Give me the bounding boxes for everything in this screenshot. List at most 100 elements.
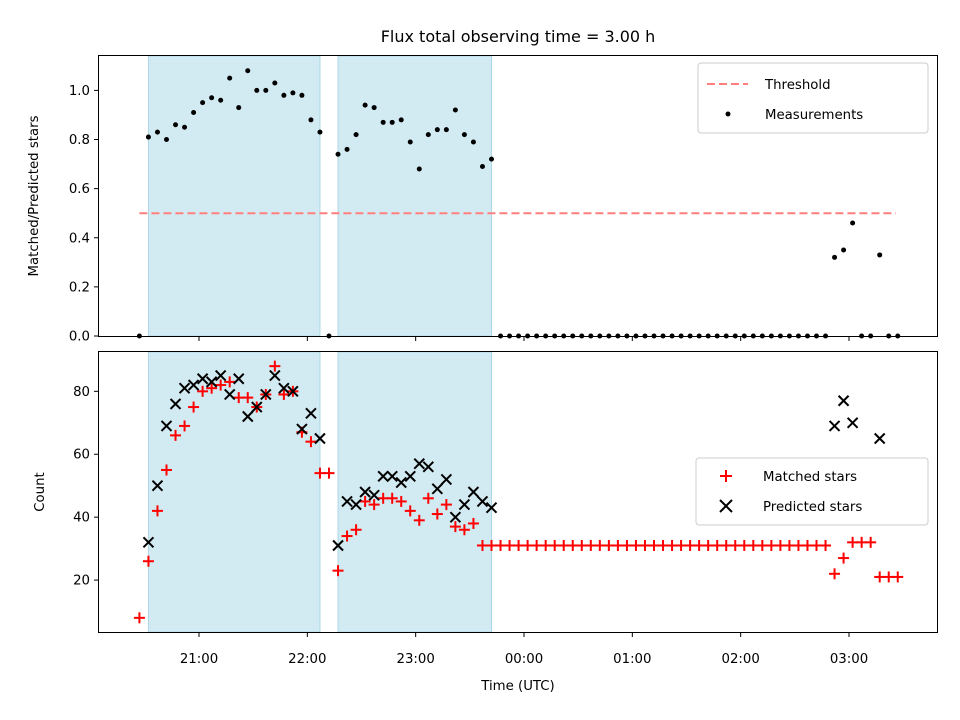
- y-tick-label: 0.8: [69, 133, 90, 148]
- matched-point: [422, 492, 434, 504]
- x-tick-label: 21:00: [180, 652, 218, 667]
- y-tick-label: 0.0: [69, 330, 90, 345]
- y-tick-label: 1.0: [69, 84, 90, 99]
- predicted-point-b: [395, 476, 407, 489]
- predicted-point-b: [332, 539, 344, 552]
- measurement-point: [236, 105, 242, 111]
- measurement-point: [245, 68, 251, 74]
- measurement-point: [479, 164, 485, 170]
- matched-point: [133, 612, 145, 624]
- predicted-point-b: [223, 388, 236, 401]
- predicted-point: [142, 536, 155, 549]
- measurement-point: [308, 117, 314, 123]
- matched-point: [892, 571, 904, 583]
- matched-point: [820, 539, 832, 551]
- measurement-point: [200, 100, 206, 106]
- predicted-point-b: [837, 395, 850, 407]
- predicted-point: [178, 382, 191, 394]
- predicted-point-b: [873, 432, 886, 445]
- measurement-point: [154, 129, 160, 135]
- legend-matched-swatch: [720, 470, 732, 482]
- bottom-legend: Matched stars Predicted stars: [695, 457, 929, 526]
- top-y-ticks: 0.0 0.2 0.4 0.6 0.8 1.0: [69, 84, 99, 345]
- measurement-point: [263, 87, 269, 93]
- bottom-y-axis-label: Count: [33, 472, 48, 512]
- matched-point: [467, 517, 479, 529]
- predicted-point: [269, 369, 281, 382]
- matched-point: [323, 467, 335, 479]
- y-tick-label: 0.2: [69, 280, 90, 295]
- predicted-point: [278, 382, 290, 394]
- measurement-point: [425, 132, 431, 138]
- measurement-point: [317, 129, 323, 135]
- bottom-panel: 20 40 60 80 21:00 22:00 23:00 00:00 01:00 02:00 0…: [33, 351, 938, 694]
- measurement-point: [191, 109, 197, 115]
- measurement-point: [850, 220, 856, 226]
- matched-point: [458, 524, 470, 536]
- predicted-point-b: [431, 483, 444, 495]
- predicted-point: [828, 420, 841, 432]
- matched-point: [142, 555, 154, 567]
- predicted-point: [837, 395, 850, 407]
- matched-point: [413, 514, 425, 526]
- predicted-point: [314, 432, 326, 445]
- predicted-point-b: [269, 369, 281, 382]
- predicted-point-b: [196, 373, 209, 385]
- x-tick-label: 01:00: [613, 652, 651, 667]
- measurement-point: [443, 127, 449, 133]
- measurement-point: [353, 132, 359, 138]
- matched-point: [242, 392, 254, 404]
- predicted-point-b: [160, 420, 173, 432]
- predicted-point: [251, 401, 263, 413]
- measurement-point: [281, 92, 287, 98]
- matched-point: [215, 379, 227, 391]
- top-shaded-intervals: [147, 55, 492, 337]
- predicted-point-b: [368, 489, 380, 501]
- matched-point: [386, 492, 398, 504]
- predicted-point-b: [296, 423, 308, 435]
- matched-point: [269, 360, 281, 372]
- predicted-point: [404, 470, 416, 482]
- x-tick-label: 23:00: [397, 652, 435, 667]
- predicted-point: [169, 398, 182, 410]
- predicted-point: [413, 457, 425, 470]
- predicted-point: [449, 511, 462, 523]
- matched-point: [449, 521, 461, 533]
- matched-point: [170, 429, 182, 441]
- matched-point: [305, 436, 317, 448]
- predicted-point-b: [341, 495, 353, 508]
- matched-point: [829, 568, 841, 580]
- matched-point: [838, 552, 850, 564]
- matched-point: [359, 495, 371, 507]
- legend-threshold-label: Threshold: [764, 78, 831, 93]
- top-y-axis-label: Matched/Predicted stars: [27, 115, 42, 276]
- predicted-point-b: [305, 407, 317, 420]
- y-tick-label: 60: [73, 448, 90, 463]
- predicted-point-b: [476, 495, 489, 508]
- bottom-axes-frame: [98, 351, 938, 633]
- bottom-legend-box: [695, 457, 929, 526]
- legend-predicted-swatch: [719, 499, 733, 513]
- predicted-point-b: [151, 480, 164, 492]
- y-tick-label: 0.6: [69, 182, 90, 197]
- predicted-point: [458, 498, 471, 511]
- measurement-point: [335, 151, 341, 157]
- x-tick-label: 00:00: [505, 652, 543, 667]
- measurement-point: [470, 139, 476, 145]
- predicted-point: [242, 410, 254, 423]
- predicted-point-b: [314, 432, 326, 445]
- legend-measurements-swatch: [725, 111, 731, 117]
- predicted-point: [440, 473, 453, 486]
- chart-title: Flux total observing time = 3.00 h: [381, 27, 656, 46]
- predicted-point: [341, 495, 353, 508]
- predicted-point: [305, 407, 317, 420]
- predicted-point-b: [449, 511, 462, 523]
- y-tick-label: 80: [73, 385, 90, 400]
- predicted-point: [205, 376, 218, 388]
- legend-matched-label: Matched stars: [763, 470, 857, 485]
- measurement-point: [434, 127, 440, 133]
- x-tick-label: 22:00: [288, 652, 326, 667]
- measurement-point: [371, 105, 377, 111]
- measurement-point: [452, 107, 458, 113]
- predicted-point: [431, 483, 444, 495]
